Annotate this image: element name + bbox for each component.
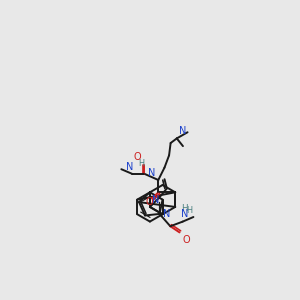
- Text: N: N: [148, 168, 155, 178]
- Text: O: O: [134, 152, 141, 161]
- Text: N: N: [163, 209, 170, 219]
- Text: N: N: [152, 195, 160, 206]
- Text: H: H: [187, 206, 193, 215]
- Text: N: N: [181, 208, 188, 219]
- Text: O: O: [183, 236, 190, 245]
- Text: O: O: [145, 196, 153, 206]
- Text: H: H: [138, 159, 144, 168]
- Text: H: H: [182, 204, 188, 213]
- Text: N: N: [179, 126, 187, 136]
- Text: N: N: [126, 161, 134, 172]
